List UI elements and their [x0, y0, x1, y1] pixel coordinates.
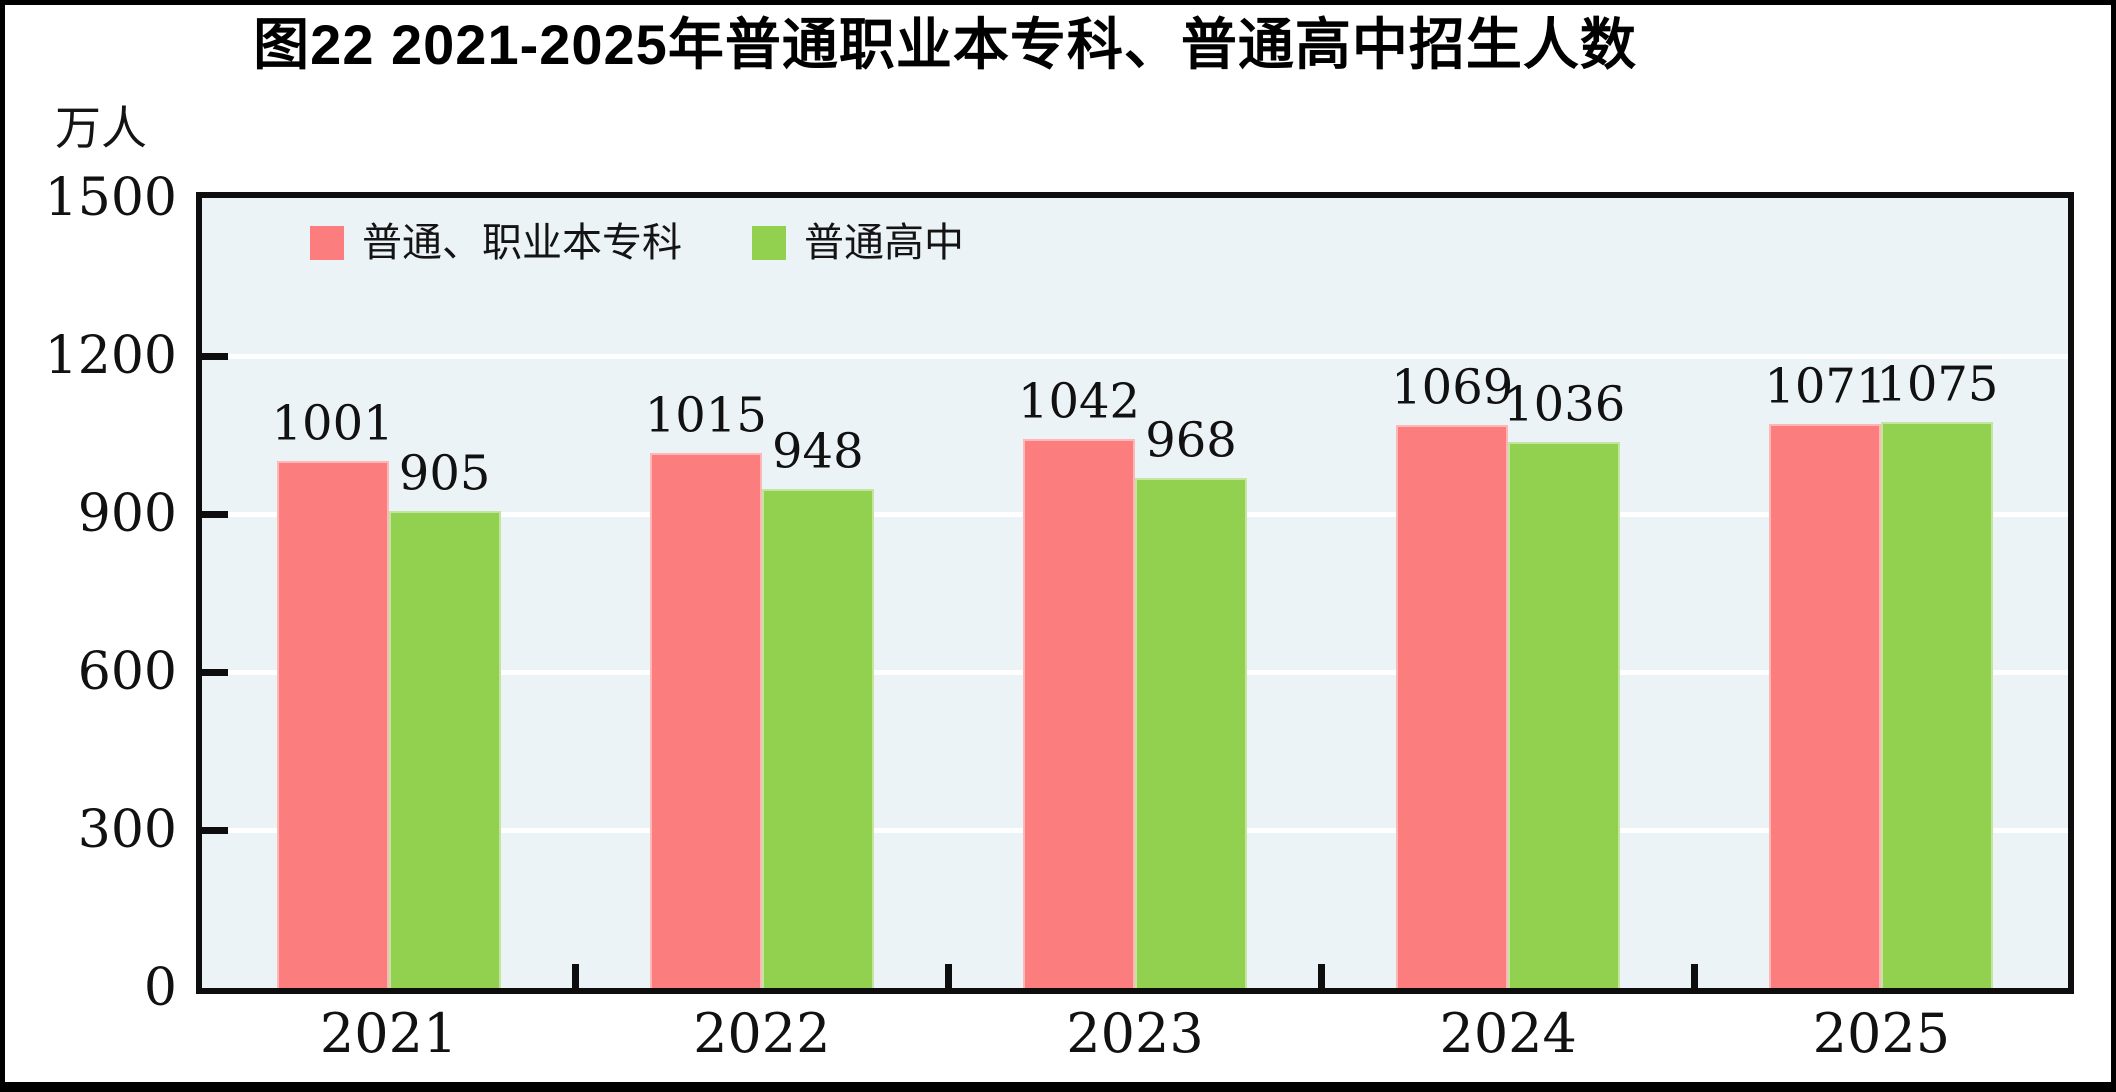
legend-item-gaozhong: 普通高中 [752, 223, 964, 263]
y-axis-tick-label: 900 [77, 484, 177, 544]
legend-label-benzhuanke: 普通、职业本专科 [362, 220, 682, 266]
bar-value-label: 968 [1145, 412, 1237, 469]
y-axis-tick [202, 668, 228, 676]
x-axis-tick-label: 2025 [1812, 1002, 1951, 1065]
x-axis-tick [944, 964, 952, 988]
x-axis-tick-label: 2024 [1439, 1002, 1577, 1065]
x-axis-tick [571, 964, 579, 988]
bar-series1-2023 [1023, 439, 1135, 988]
chart-title: 图22 2021-2025年普通职业本专科、普通高中招生人数 [253, 13, 1637, 76]
bar-value-label: 1071 [1764, 358, 1887, 415]
legend-swatch-green [752, 226, 786, 260]
y-axis-tick-label: 0 [143, 958, 177, 1018]
legend-label-gaozhong: 普通高中 [804, 220, 964, 266]
bar-series2-2024 [1508, 442, 1621, 988]
bar-series1-2022 [649, 453, 762, 988]
bar-value-label: 948 [771, 423, 864, 480]
y-axis-tick-label: 1200 [44, 326, 177, 386]
y-axis-tick-label: 600 [77, 642, 177, 702]
x-axis-tick [1691, 964, 1699, 988]
x-axis-tick-label: 2023 [1066, 1002, 1204, 1065]
y-axis-unit-label: 万人 [55, 101, 147, 155]
bar-value-label: 905 [398, 445, 491, 502]
bar-series1-2021 [276, 460, 389, 988]
bar-value-label: 1075 [1876, 356, 1999, 413]
legend-swatch-pink [310, 226, 344, 260]
bar-value-label: 1015 [644, 388, 767, 445]
bar-value-label: 1036 [1503, 376, 1626, 433]
bar-value-label: 1042 [1017, 373, 1141, 430]
x-axis-tick [1318, 964, 1326, 988]
bar-series1-2024 [1396, 424, 1509, 988]
bar-series2-2021 [388, 511, 501, 988]
bar-value-label: 1069 [1391, 359, 1514, 416]
bar-series2-2025 [1881, 421, 1994, 988]
x-axis-tick-label: 2022 [693, 1002, 831, 1065]
y-gridline [202, 353, 2068, 359]
y-axis-tick-label: 300 [77, 800, 177, 860]
y-axis-tick [202, 352, 228, 360]
y-axis-tick [202, 510, 228, 518]
y-axis-tick-label: 1500 [44, 168, 177, 228]
x-axis-tick-label: 2021 [319, 1002, 458, 1065]
bar-value-label: 1001 [271, 395, 394, 452]
bar-series2-2023 [1135, 478, 1247, 988]
legend: 普通、职业本专科 普通高中 [310, 223, 964, 263]
bar-series2-2022 [761, 488, 874, 988]
y-axis-tick [202, 826, 228, 834]
bar-series1-2025 [1769, 423, 1882, 988]
legend-item-benzhuanke: 普通、职业本专科 [310, 223, 682, 263]
